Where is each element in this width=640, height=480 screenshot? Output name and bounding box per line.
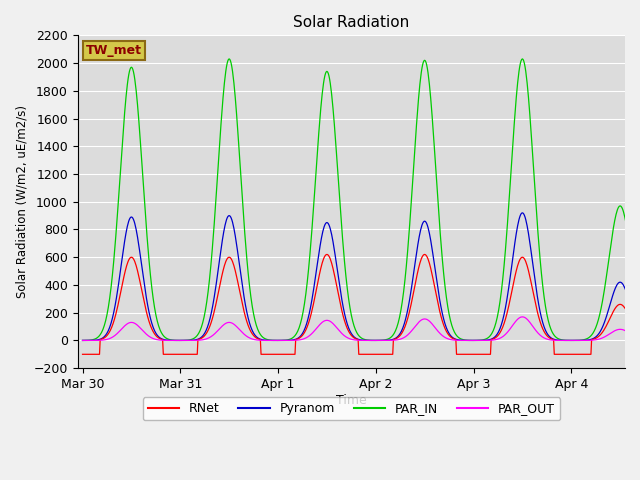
- Pyranom: [152, 330, 160, 336]
- PAR_IN: [152, 312, 160, 318]
- RNet: [158, 336, 166, 342]
- PAR_OUT: [152, 336, 160, 342]
- RNet: [617, 301, 625, 307]
- RNet: [423, 253, 431, 259]
- RNet: [326, 256, 334, 262]
- Pyranom: [422, 219, 430, 225]
- Line: PAR_IN: PAR_IN: [83, 59, 625, 340]
- PAR_OUT: [518, 314, 526, 320]
- PAR_IN: [326, 81, 334, 86]
- Pyranom: [621, 287, 629, 293]
- Pyranom: [326, 224, 333, 229]
- PAR_IN: [158, 331, 166, 336]
- RNet: [152, 333, 160, 338]
- Title: Solar Radiation: Solar Radiation: [293, 15, 410, 30]
- Line: RNet: RNet: [83, 254, 625, 354]
- Pyranom: [79, 337, 86, 343]
- Y-axis label: Solar Radiation (W/m2, uE/m2/s): Solar Radiation (W/m2, uE/m2/s): [15, 105, 28, 298]
- Pyranom: [518, 210, 526, 216]
- RNet: [222, 259, 230, 264]
- PAR_IN: [568, 337, 575, 343]
- PAR_OUT: [79, 337, 86, 343]
- Line: Pyranom: Pyranom: [83, 213, 625, 340]
- PAR_IN: [79, 337, 86, 343]
- PAR_OUT: [326, 318, 333, 324]
- RNet: [323, 252, 331, 257]
- PAR_IN: [222, 69, 230, 74]
- Pyranom: [568, 337, 575, 343]
- PAR_OUT: [618, 326, 625, 332]
- PAR_IN: [423, 62, 431, 68]
- PAR_IN: [225, 56, 233, 62]
- PAR_OUT: [621, 328, 629, 334]
- RNet: [621, 306, 629, 312]
- PAR_OUT: [568, 337, 575, 343]
- RNet: [79, 351, 86, 357]
- Pyranom: [158, 336, 166, 342]
- PAR_OUT: [422, 316, 430, 322]
- Pyranom: [222, 219, 230, 225]
- Line: PAR_OUT: PAR_OUT: [83, 317, 625, 340]
- PAR_OUT: [222, 321, 230, 326]
- Pyranom: [618, 280, 625, 286]
- Legend: RNet, Pyranom, PAR_IN, PAR_OUT: RNet, Pyranom, PAR_IN, PAR_OUT: [143, 397, 560, 420]
- PAR_IN: [621, 218, 629, 224]
- X-axis label: Time: Time: [336, 394, 367, 407]
- PAR_OUT: [158, 337, 166, 343]
- Text: TW_met: TW_met: [86, 44, 142, 57]
- PAR_IN: [618, 204, 625, 210]
